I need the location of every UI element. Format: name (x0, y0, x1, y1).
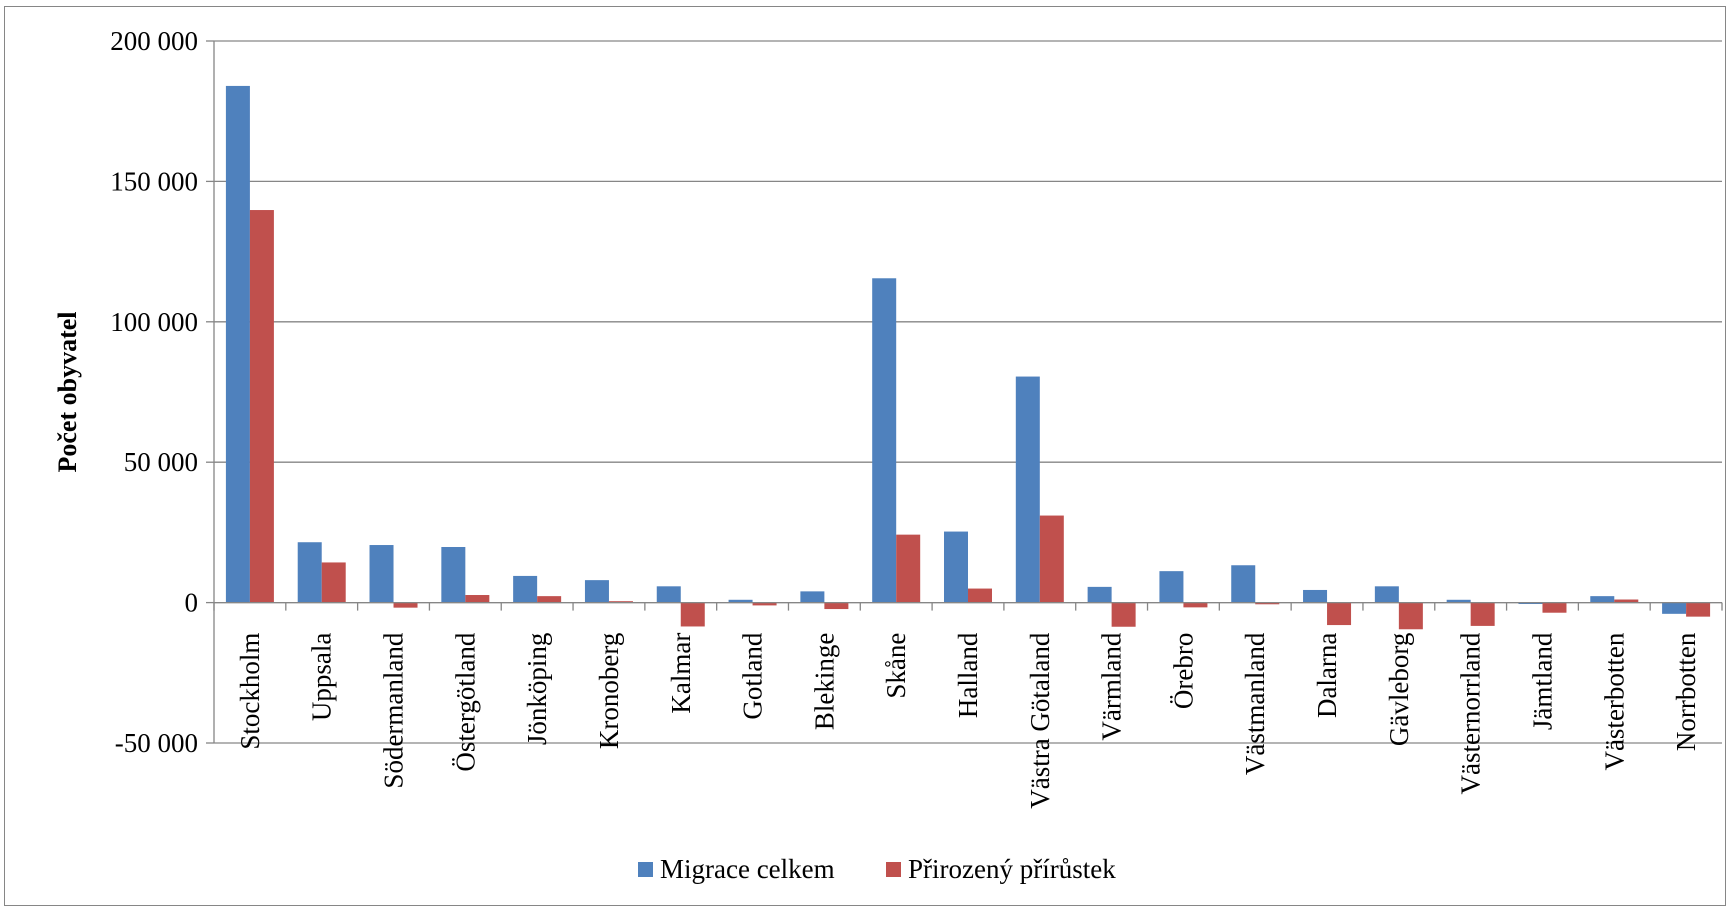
bar-prirozeny (1327, 602, 1352, 626)
bar-migrace (297, 542, 322, 603)
bar-migrace (1662, 602, 1687, 614)
bars (225, 85, 1711, 630)
y-tick-label: 0 (185, 588, 199, 618)
x-category-label: Halland (953, 632, 983, 718)
x-category-label: Jönköping (522, 633, 552, 746)
bar-migrace (1590, 596, 1615, 603)
bar-migrace (1015, 376, 1040, 603)
legend-label: Migrace celkem (660, 854, 835, 884)
bar-migrace (1518, 602, 1543, 605)
bar-prirozeny (1183, 602, 1208, 608)
legend: Migrace celkem Přirozený přírůstek (638, 854, 1116, 884)
x-category-label: Västerbotten (1599, 632, 1629, 770)
bar-migrace (584, 580, 609, 603)
legend-swatch (638, 862, 653, 877)
y-axis-label: Počet obyvatel (53, 311, 82, 472)
bar-prirozeny (537, 596, 562, 603)
x-category-label: Kalmar (666, 633, 696, 714)
x-category-label: Blekinge (809, 633, 839, 730)
bar-migrace (369, 545, 394, 603)
bar-migrace (800, 591, 825, 603)
bar-prirozeny (1542, 602, 1567, 613)
x-category-label: Skåne (881, 633, 911, 699)
axes (213, 41, 1723, 743)
y-tick-label: 150 000 (110, 166, 198, 196)
bar-migrace (872, 278, 897, 603)
x-category-label: Stockholm (235, 633, 265, 750)
y-tick-label: 50 000 (124, 447, 198, 477)
x-category-label: Västernorrland (1456, 632, 1486, 794)
bar-migrace (1303, 589, 1328, 603)
bar-migrace (1231, 565, 1256, 603)
x-category-label: Östergötland (450, 632, 480, 771)
y-tick-label: 100 000 (110, 307, 198, 337)
x-category-label: Dalarna (1312, 633, 1342, 718)
bar-prirozeny (824, 602, 849, 610)
bar-migrace (944, 531, 968, 603)
bar-migrace (728, 599, 753, 603)
x-category-label: Norrbotten (1671, 632, 1701, 751)
x-axis-labels: Stockholm Uppsala Södermanland Östergötland… (235, 632, 1701, 809)
bar-prirozeny (1039, 515, 1064, 603)
bar-prirozeny (896, 534, 921, 603)
bar-prirozeny (608, 601, 633, 603)
bar-prirozeny (393, 602, 418, 608)
bar-migrace (1374, 586, 1399, 603)
chart-frame (4, 6, 1726, 906)
x-category-label: Södermanland (379, 632, 409, 788)
y-tick-label: -50 000 (115, 728, 198, 758)
bar-migrace (1159, 571, 1184, 603)
x-category-label: Gotland (738, 632, 768, 719)
legend-label: Přirozený přírůstek (908, 854, 1116, 884)
bar-prirozeny (1255, 602, 1280, 605)
bar-migrace (513, 575, 538, 603)
bar-migrace (1446, 599, 1471, 603)
x-category-label: Gävleborg (1384, 633, 1414, 746)
bar-prirozeny (752, 602, 777, 606)
bar-prirozeny (1686, 602, 1711, 617)
bar-prirozeny (1470, 602, 1495, 626)
bar-migrace (441, 547, 466, 603)
bar-migrace (656, 586, 681, 603)
y-axis-ticks: -50 000 0 50 000 100 000 150 000 200 000 (110, 26, 214, 758)
bar-prirozeny (465, 595, 490, 603)
x-category-label: Jämtland (1527, 632, 1557, 730)
x-category-label: Uppsala (307, 633, 337, 721)
bar-prirozeny (321, 562, 346, 603)
legend-swatch (886, 862, 901, 877)
x-category-label: Örebro (1168, 633, 1198, 709)
bar-prirozeny (680, 602, 705, 627)
bar-prirozeny (249, 210, 274, 603)
bar-prirozeny (1614, 599, 1639, 603)
x-category-label: Västmanland (1240, 632, 1270, 775)
x-category-label: Kronoberg (594, 633, 624, 749)
bar-migrace (1087, 586, 1112, 603)
x-category-label: Värmland (1097, 632, 1127, 740)
x-category-label: Västra Götaland (1025, 632, 1055, 809)
bar-prirozeny (968, 588, 992, 603)
y-tick-label: 200 000 (110, 26, 198, 56)
bar-migrace (225, 85, 250, 603)
bar-prirozeny (1111, 602, 1136, 627)
bar-prirozeny (1398, 602, 1423, 630)
